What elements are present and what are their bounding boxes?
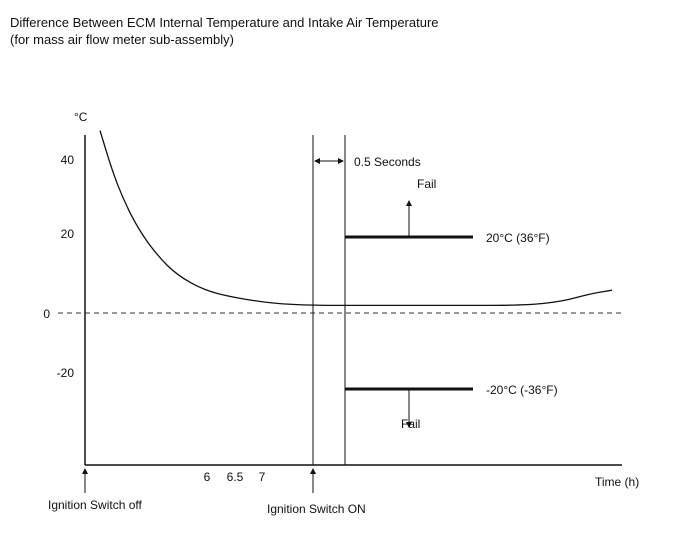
x-axis-label: Time (h) <box>595 475 639 489</box>
y-axis-label: °C <box>74 110 88 124</box>
fail-label-upper: Fail <box>417 177 436 191</box>
ignition-on-label: Ignition Switch ON <box>267 502 366 516</box>
threshold-label-upper: 20°C (36°F) <box>486 231 550 245</box>
fail-label-lower: Fail <box>401 417 420 431</box>
x-tick-label-7: 7 <box>259 470 266 484</box>
chart-subtitle: (for mass air flow meter sub-assembly) <box>10 32 234 47</box>
chart-title: Difference Between ECM Internal Temperat… <box>10 15 439 30</box>
y-tick-label-20: 20 <box>61 227 75 241</box>
temperature-curve <box>99 130 613 307</box>
y-tick-label-minus-20: -20 <box>57 366 75 380</box>
delay-label: 0.5 Seconds <box>354 155 421 169</box>
ignition-off-label: Ignition Switch off <box>48 498 142 512</box>
y-tick-label-40: 40 <box>61 153 75 167</box>
x-tick-label-6-5: 6.5 <box>227 470 244 484</box>
y-tick-label-0: 0 <box>43 307 50 321</box>
threshold-label-lower: -20°C (-36°F) <box>486 383 558 397</box>
x-tick-label-6: 6 <box>204 470 211 484</box>
